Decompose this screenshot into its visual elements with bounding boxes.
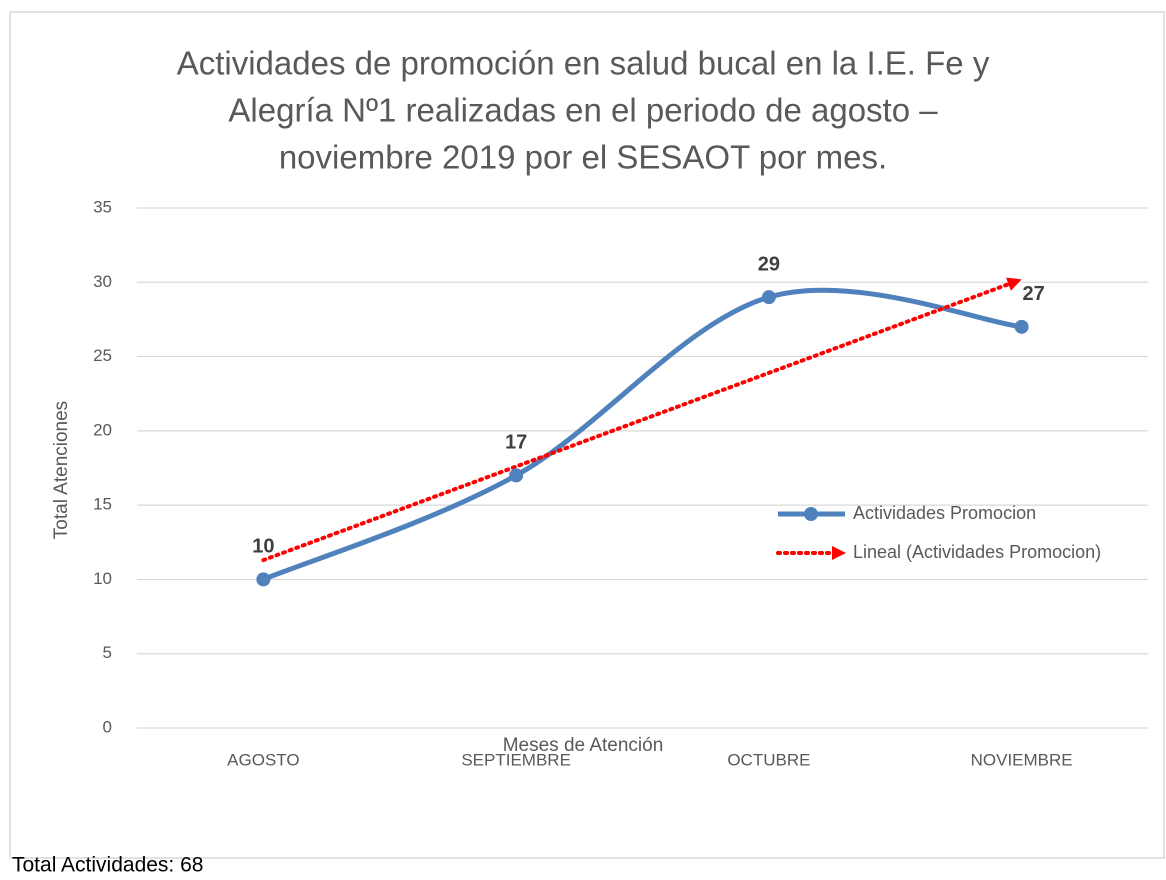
data-point: [761, 290, 776, 305]
y-axis-label: Total Atenciones: [51, 401, 72, 539]
series-line: [260, 287, 1025, 582]
data-label: 17: [505, 432, 527, 454]
y-tick-label: 25: [93, 346, 112, 365]
legend-label: Actividades Promocion: [853, 503, 1036, 523]
data-point: [509, 468, 524, 483]
x-tick-label: SEPTIEMBRE: [461, 750, 571, 769]
chart-border: [9, 11, 1165, 859]
data-point: [1014, 319, 1029, 334]
chart-title: noviembre 2019 por el SESAOT por mes.: [279, 139, 887, 176]
data-label: 10: [252, 536, 274, 558]
y-tick-label: 15: [93, 495, 112, 514]
data-label: 29: [758, 253, 780, 275]
y-tick-label: 0: [103, 717, 112, 736]
y-tick-label: 35: [93, 197, 112, 216]
chart-title: Alegría Nº1 realizadas en el periodo de …: [228, 92, 938, 129]
y-tick-label: 30: [93, 272, 112, 291]
x-axis-label: Meses de Atención: [503, 735, 664, 756]
footer: Total Actividades: 68: [12, 854, 203, 877]
y-tick-label: 10: [93, 569, 112, 588]
legend-marker: [804, 507, 818, 521]
legend-label: Lineal (Actividades Promocion): [853, 542, 1101, 562]
chart-title: Actividades de promoción en salud bucal …: [177, 45, 990, 82]
trendline-arrow: [1006, 277, 1022, 291]
x-tick-label: AGOSTO: [227, 750, 299, 769]
y-tick-label: 20: [93, 420, 112, 439]
data-label: 27: [1023, 283, 1045, 305]
trendline: [261, 282, 1011, 563]
x-tick-label: NOVIEMBRE: [971, 750, 1073, 769]
y-tick-label: 5: [103, 643, 112, 662]
legend-trend-arrow: [832, 546, 846, 560]
x-tick-label: OCTUBRE: [727, 750, 810, 769]
data-point: [256, 572, 271, 587]
